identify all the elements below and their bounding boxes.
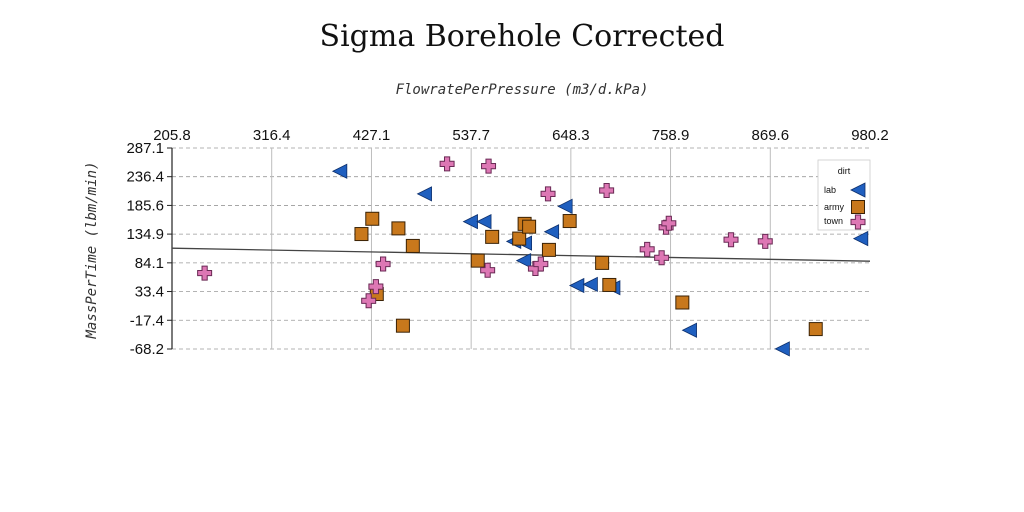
point-town [599,182,615,198]
point-lab [568,277,585,294]
legend: dirt lab army town [817,159,871,231]
point-town [197,265,213,281]
legend-title: dirt [838,166,851,176]
x-tick-label: 980.2 [851,127,889,144]
x-tick-label: 869.6 [752,127,790,144]
point-army [512,231,527,246]
point-army [808,322,823,337]
legend-markers [850,182,866,230]
chart-title: Sigma Borehole Corrected [320,19,725,54]
x-tick-label: 316.4 [253,127,291,144]
point-town [368,279,384,295]
y-tick-label: -68.2 [130,341,164,358]
trend-line [171,247,871,262]
axes: 287.1 236.4 185.6 134.9 84.1 33.4 -17.4 -68.2 20… [126,127,888,358]
point-lab [681,322,697,338]
point-town [533,256,549,272]
x-axis-label: FlowratePerPressure (m3/d.kPa) [396,82,649,98]
point-army [541,242,556,257]
point-army [675,295,690,310]
point-army [405,238,420,253]
point-town [723,232,739,248]
point-army [395,318,410,333]
legend-label-town: town [824,216,843,226]
trend-line-group [171,247,871,262]
point-army [595,255,610,270]
point-lab [476,213,492,230]
legend-label-lab: lab [824,185,836,195]
point-town [661,215,677,231]
point-lab [557,198,573,214]
y-tick-label: 287.1 [126,140,164,157]
point-town [540,186,556,202]
point-town [480,262,496,278]
series-army [354,203,864,337]
point-town [439,156,455,172]
point-army [354,227,369,242]
point-town [757,233,773,249]
point-lab [543,224,560,240]
point-lab [331,163,348,179]
point-army [470,253,485,268]
point-lab [416,186,432,202]
legend-marker-lab [850,182,866,198]
point-army [391,221,406,236]
legend-marker-army [851,200,865,214]
point-town [361,293,377,309]
legend-marker-town [850,214,866,230]
point-lab [462,213,478,230]
point-army [522,219,537,234]
grid [172,147,870,350]
point-army [485,229,500,244]
point-town [375,256,391,272]
x-tick-label: 427.1 [353,127,391,144]
y-axis-label: MassPerTime (lbm/min) [84,161,100,339]
y-tick-label: 236.4 [126,169,164,186]
point-army [365,211,380,226]
point-town [639,241,655,257]
x-tick-label: 648.3 [552,127,590,144]
x-tick-label: 205.8 [153,127,191,144]
point-army [562,214,577,229]
point-town [654,250,670,266]
point-town [481,158,497,174]
legend-label-army: army [824,202,844,212]
y-tick-label: 185.6 [126,197,164,214]
point-lab [852,230,869,247]
point-lab [582,276,598,293]
data-points [197,156,869,357]
x-tick-label: 758.9 [652,127,690,144]
point-lab [515,252,532,269]
point-army [602,277,617,292]
y-tick-label: 84.1 [135,255,164,272]
point-lab [774,341,790,357]
y-tick-label: -17.4 [130,312,164,329]
y-tick-label: 134.9 [126,226,164,243]
x-tick-label: 537.7 [452,127,490,144]
y-tick-label: 33.4 [135,284,164,301]
